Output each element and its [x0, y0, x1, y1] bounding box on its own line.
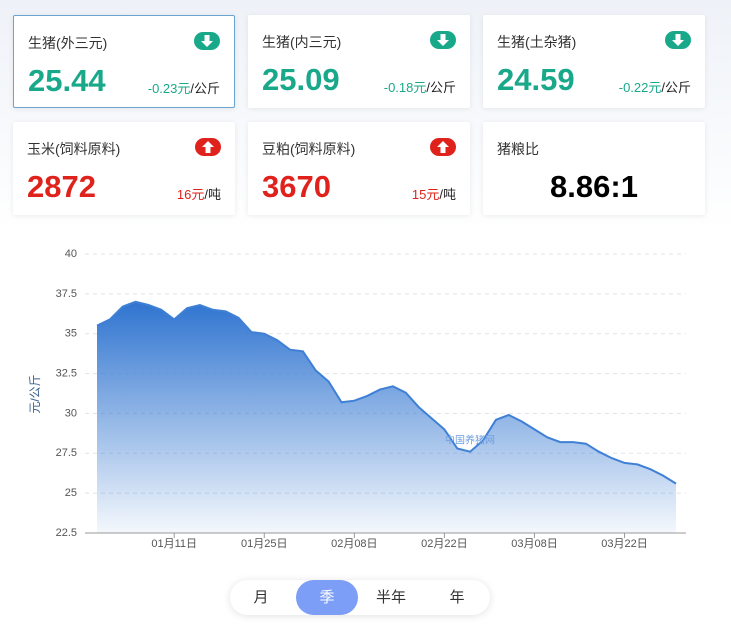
- y-tick-label: 40: [65, 248, 77, 260]
- y-tick-label: 35: [65, 328, 77, 340]
- x-tick-label: 01月25日: [241, 538, 287, 550]
- card-value: 25.09: [262, 62, 340, 97]
- change-unit: /公斤: [426, 80, 456, 95]
- y-tick-label: 32.5: [56, 367, 77, 379]
- y-tick-label: 22.5: [56, 527, 77, 539]
- card-area: 生猪(外三元) 25.44 -0.23元/公斤 生猪(内三元) 25.09 -0.18元/…: [0, 0, 731, 232]
- card-title: 玉米(饲料原料): [27, 141, 121, 157]
- change-amount: -0.18元: [383, 80, 427, 95]
- tab[interactable]: 季: [296, 580, 358, 615]
- x-tick-label: 01月11日: [151, 538, 197, 550]
- card-value: 3670: [262, 169, 331, 204]
- trend-icon: [430, 31, 456, 49]
- card: 玉米(饲料原料) 2872 16元/吨: [13, 122, 235, 215]
- arrow: [437, 141, 449, 153]
- card-change: -0.23元/公斤: [148, 78, 220, 97]
- x-tick-label: 03月08日: [511, 538, 557, 550]
- card-title: 豆粕(饲料原料): [262, 141, 356, 157]
- tab[interactable]: 半年: [375, 589, 406, 606]
- card: 豆粕(饲料原料) 3670 15元/吨: [248, 122, 470, 215]
- card-change: -0.22元/公斤: [619, 77, 691, 96]
- change-amount: 15元: [411, 187, 440, 202]
- change-amount: -0.23元: [147, 81, 191, 96]
- trend-icon: [194, 32, 220, 50]
- tab[interactable]: 月: [253, 589, 269, 606]
- x-tick-label: 03月22日: [601, 538, 647, 550]
- line: [96, 300, 677, 485]
- area: [97, 301, 676, 533]
- card-value: 8.86:1: [550, 169, 638, 204]
- trend-icon: [430, 138, 456, 156]
- card-title: 猪粮比: [497, 141, 539, 157]
- y-tick-label: 27.5: [56, 447, 77, 459]
- card-value: 24.59: [497, 62, 575, 97]
- card-value: 25.44: [28, 63, 106, 98]
- y-tick-label: 30: [65, 407, 77, 419]
- card-title: 生猪(内三元): [262, 34, 342, 50]
- chart: 22.5 25 27.5 30 32.5 35 37.5 40 01月11日 01月25日 02月0…: [28, 248, 686, 550]
- card: 生猪(土杂猪) 24.59 -0.22元/公斤: [483, 15, 705, 108]
- card: 生猪(内三元) 25.09 -0.18元/公斤: [248, 15, 470, 108]
- x-tick-label: 02月22日: [421, 538, 467, 550]
- change-amount: -0.22元: [618, 80, 662, 95]
- tab-bar: 月 季半年 年: [230, 580, 490, 615]
- x-tick-label: 02月08日: [331, 538, 377, 550]
- y-axis-label: 元/公斤: [28, 374, 42, 413]
- change-amount: 16元: [176, 187, 205, 202]
- change-unit: /吨: [439, 187, 456, 202]
- trend-icon: [195, 138, 221, 156]
- change-unit: /公斤: [661, 80, 691, 95]
- arrow: [437, 34, 449, 46]
- card-change: 16元/吨: [177, 184, 221, 203]
- change-unit: /吨: [204, 187, 221, 202]
- card: 猪粮比 8.86:1: [483, 122, 705, 215]
- arrow: [672, 34, 684, 46]
- card-change: 15元/吨: [412, 184, 456, 203]
- arrow: [202, 141, 214, 153]
- y-tick-label: 25: [65, 487, 77, 499]
- y-tick-label: 37.5: [56, 288, 77, 300]
- card: 生猪(外三元) 25.44 -0.23元/公斤: [13, 15, 235, 108]
- tab[interactable]: 年: [449, 589, 465, 606]
- card-title: 生猪(外三元): [28, 35, 108, 51]
- card-title: 生猪(土杂猪): [497, 34, 577, 50]
- change-unit: /公斤: [190, 81, 220, 96]
- arrow: [201, 35, 213, 47]
- card-value: 2872: [27, 169, 96, 204]
- card-change: -0.18元/公斤: [384, 77, 456, 96]
- trend-icon: [665, 31, 691, 49]
- watermark: 中国养猪网: [445, 434, 495, 447]
